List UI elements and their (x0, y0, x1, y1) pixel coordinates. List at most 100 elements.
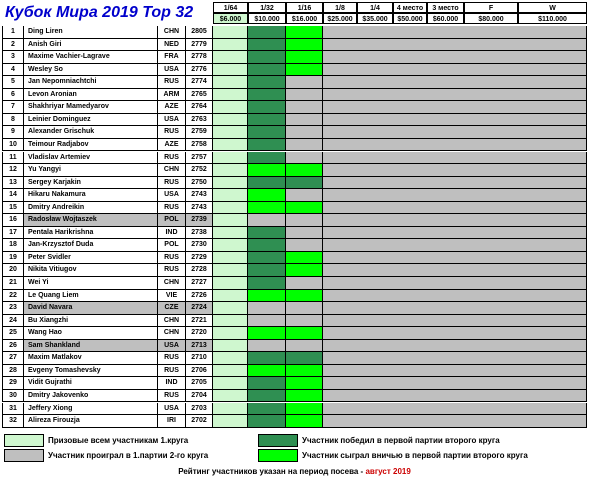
round-header-8: W (518, 2, 587, 13)
later-rounds-cell (323, 113, 587, 127)
round-32-cell (248, 189, 286, 202)
table-row: 19 Peter Svidler RUS 2729 (2, 251, 587, 265)
round-header-0: 1/64 (213, 2, 248, 13)
round-32-cell (248, 364, 286, 378)
round-64-cell (213, 415, 248, 428)
player-rating: 2730 (186, 239, 213, 252)
player-rating: 2721 (186, 314, 213, 328)
round-64-cell (213, 352, 248, 365)
round-16-cell (286, 88, 323, 102)
player-seed: 31 (2, 402, 24, 416)
table-row: 2 Anish Giri NED 2779 (2, 38, 587, 52)
table-row: 26 Sam Shankland USA 2713 (2, 339, 587, 353)
legend-label-prize-all: Призовые всем участникам 1.круга (48, 436, 189, 445)
player-rating: 2757 (186, 151, 213, 165)
player-name: Peter Svidler (24, 251, 158, 265)
player-seed: 1 (2, 26, 24, 39)
round-32-cell (248, 239, 286, 252)
round-16-cell (286, 277, 323, 290)
player-rating: 2776 (186, 63, 213, 77)
prize-cell-4: $35.000 (357, 13, 393, 24)
legend-swatch-prize-all (4, 434, 44, 447)
round-64-cell (213, 38, 248, 52)
table-row: 6 Levon Aronian ARM 2765 (2, 88, 587, 102)
player-seed: 23 (2, 302, 24, 315)
player-rating: 2765 (186, 88, 213, 102)
round-32-cell (248, 151, 286, 165)
round-64-cell (213, 302, 248, 315)
round-32-cell (248, 51, 286, 64)
player-federation: NED (158, 38, 186, 52)
player-seed: 19 (2, 251, 24, 265)
round-16-cell (286, 327, 323, 340)
round-32-cell (248, 251, 286, 265)
player-federation: AZE (158, 138, 186, 152)
player-rating: 2705 (186, 377, 213, 390)
round-64-cell (213, 377, 248, 390)
round-header-1: 1/32 (248, 2, 286, 13)
player-name: Wei Yi (24, 277, 158, 290)
round-64-cell (213, 88, 248, 102)
table-row: 11 Vladislav Artemiev RUS 2757 (2, 151, 587, 165)
table-row: 13 Sergey Karjakin RUS 2750 (2, 176, 587, 190)
player-federation: USA (158, 189, 186, 202)
later-rounds-cell (323, 51, 587, 64)
player-rating: 2738 (186, 226, 213, 240)
round-32-cell (248, 327, 286, 340)
player-rating: 2706 (186, 364, 213, 378)
round-header-3: 1/8 (323, 2, 357, 13)
round-16-cell (286, 151, 323, 165)
round-32-cell (248, 314, 286, 328)
later-rounds-cell (323, 302, 587, 315)
round-64-cell (213, 226, 248, 240)
prize-cell-0: $6.000 (213, 13, 248, 24)
table-row: 25 Wang Hao CHN 2720 (2, 327, 587, 340)
footnote-highlight: август 2019 (365, 467, 411, 476)
player-seed: 4 (2, 63, 24, 77)
round-16-cell (286, 38, 323, 52)
table-row: 14 Hikaru Nakamura USA 2743 (2, 189, 587, 202)
player-federation: AZE (158, 101, 186, 114)
player-name: Alexander Grischuk (24, 126, 158, 139)
player-name: Yu Yangyi (24, 164, 158, 177)
round-64-cell (213, 251, 248, 265)
round-64-cell (213, 389, 248, 403)
round-64-cell (213, 214, 248, 227)
player-federation: POL (158, 239, 186, 252)
round-64-cell (213, 176, 248, 190)
table-row: 17 Pentala Harikrishna IND 2738 (2, 226, 587, 240)
player-name: Dmitry Andreikin (24, 201, 158, 215)
round-64-cell (213, 126, 248, 139)
player-federation: USA (158, 339, 186, 353)
round-16-cell (286, 214, 323, 227)
player-seed: 7 (2, 101, 24, 114)
player-rating: 2750 (186, 176, 213, 190)
round-32-cell (248, 226, 286, 240)
round-32-cell (248, 389, 286, 403)
player-name: Evgeny Tomashevsky (24, 364, 158, 378)
player-name: Shakhriyar Mamedyarov (24, 101, 158, 114)
round-32-cell (248, 88, 286, 102)
player-federation: RUS (158, 352, 186, 365)
round-header-5: 4 место (393, 2, 427, 13)
player-name: Maxim Matlakov (24, 352, 158, 365)
player-federation: RUS (158, 389, 186, 403)
round-64-cell (213, 138, 248, 152)
later-rounds-cell (323, 251, 587, 265)
later-rounds-cell (323, 226, 587, 240)
player-rating: 2743 (186, 201, 213, 215)
round-64-cell (213, 51, 248, 64)
player-seed: 27 (2, 352, 24, 365)
player-seed: 6 (2, 88, 24, 102)
player-federation: RUS (158, 151, 186, 165)
round-16-cell (286, 251, 323, 265)
table-row: 10 Teimour Radjabov AZE 2758 (2, 138, 587, 152)
player-rating: 2774 (186, 76, 213, 89)
player-federation: CHN (158, 327, 186, 340)
round-16-cell (286, 239, 323, 252)
round-16-cell (286, 26, 323, 39)
player-name: Leinier Dominguez (24, 113, 158, 127)
table-row: 16 Radosław Wojtaszek POL 2739 (2, 214, 587, 227)
legend-swatch-drew (258, 449, 298, 462)
player-rating: 2720 (186, 327, 213, 340)
